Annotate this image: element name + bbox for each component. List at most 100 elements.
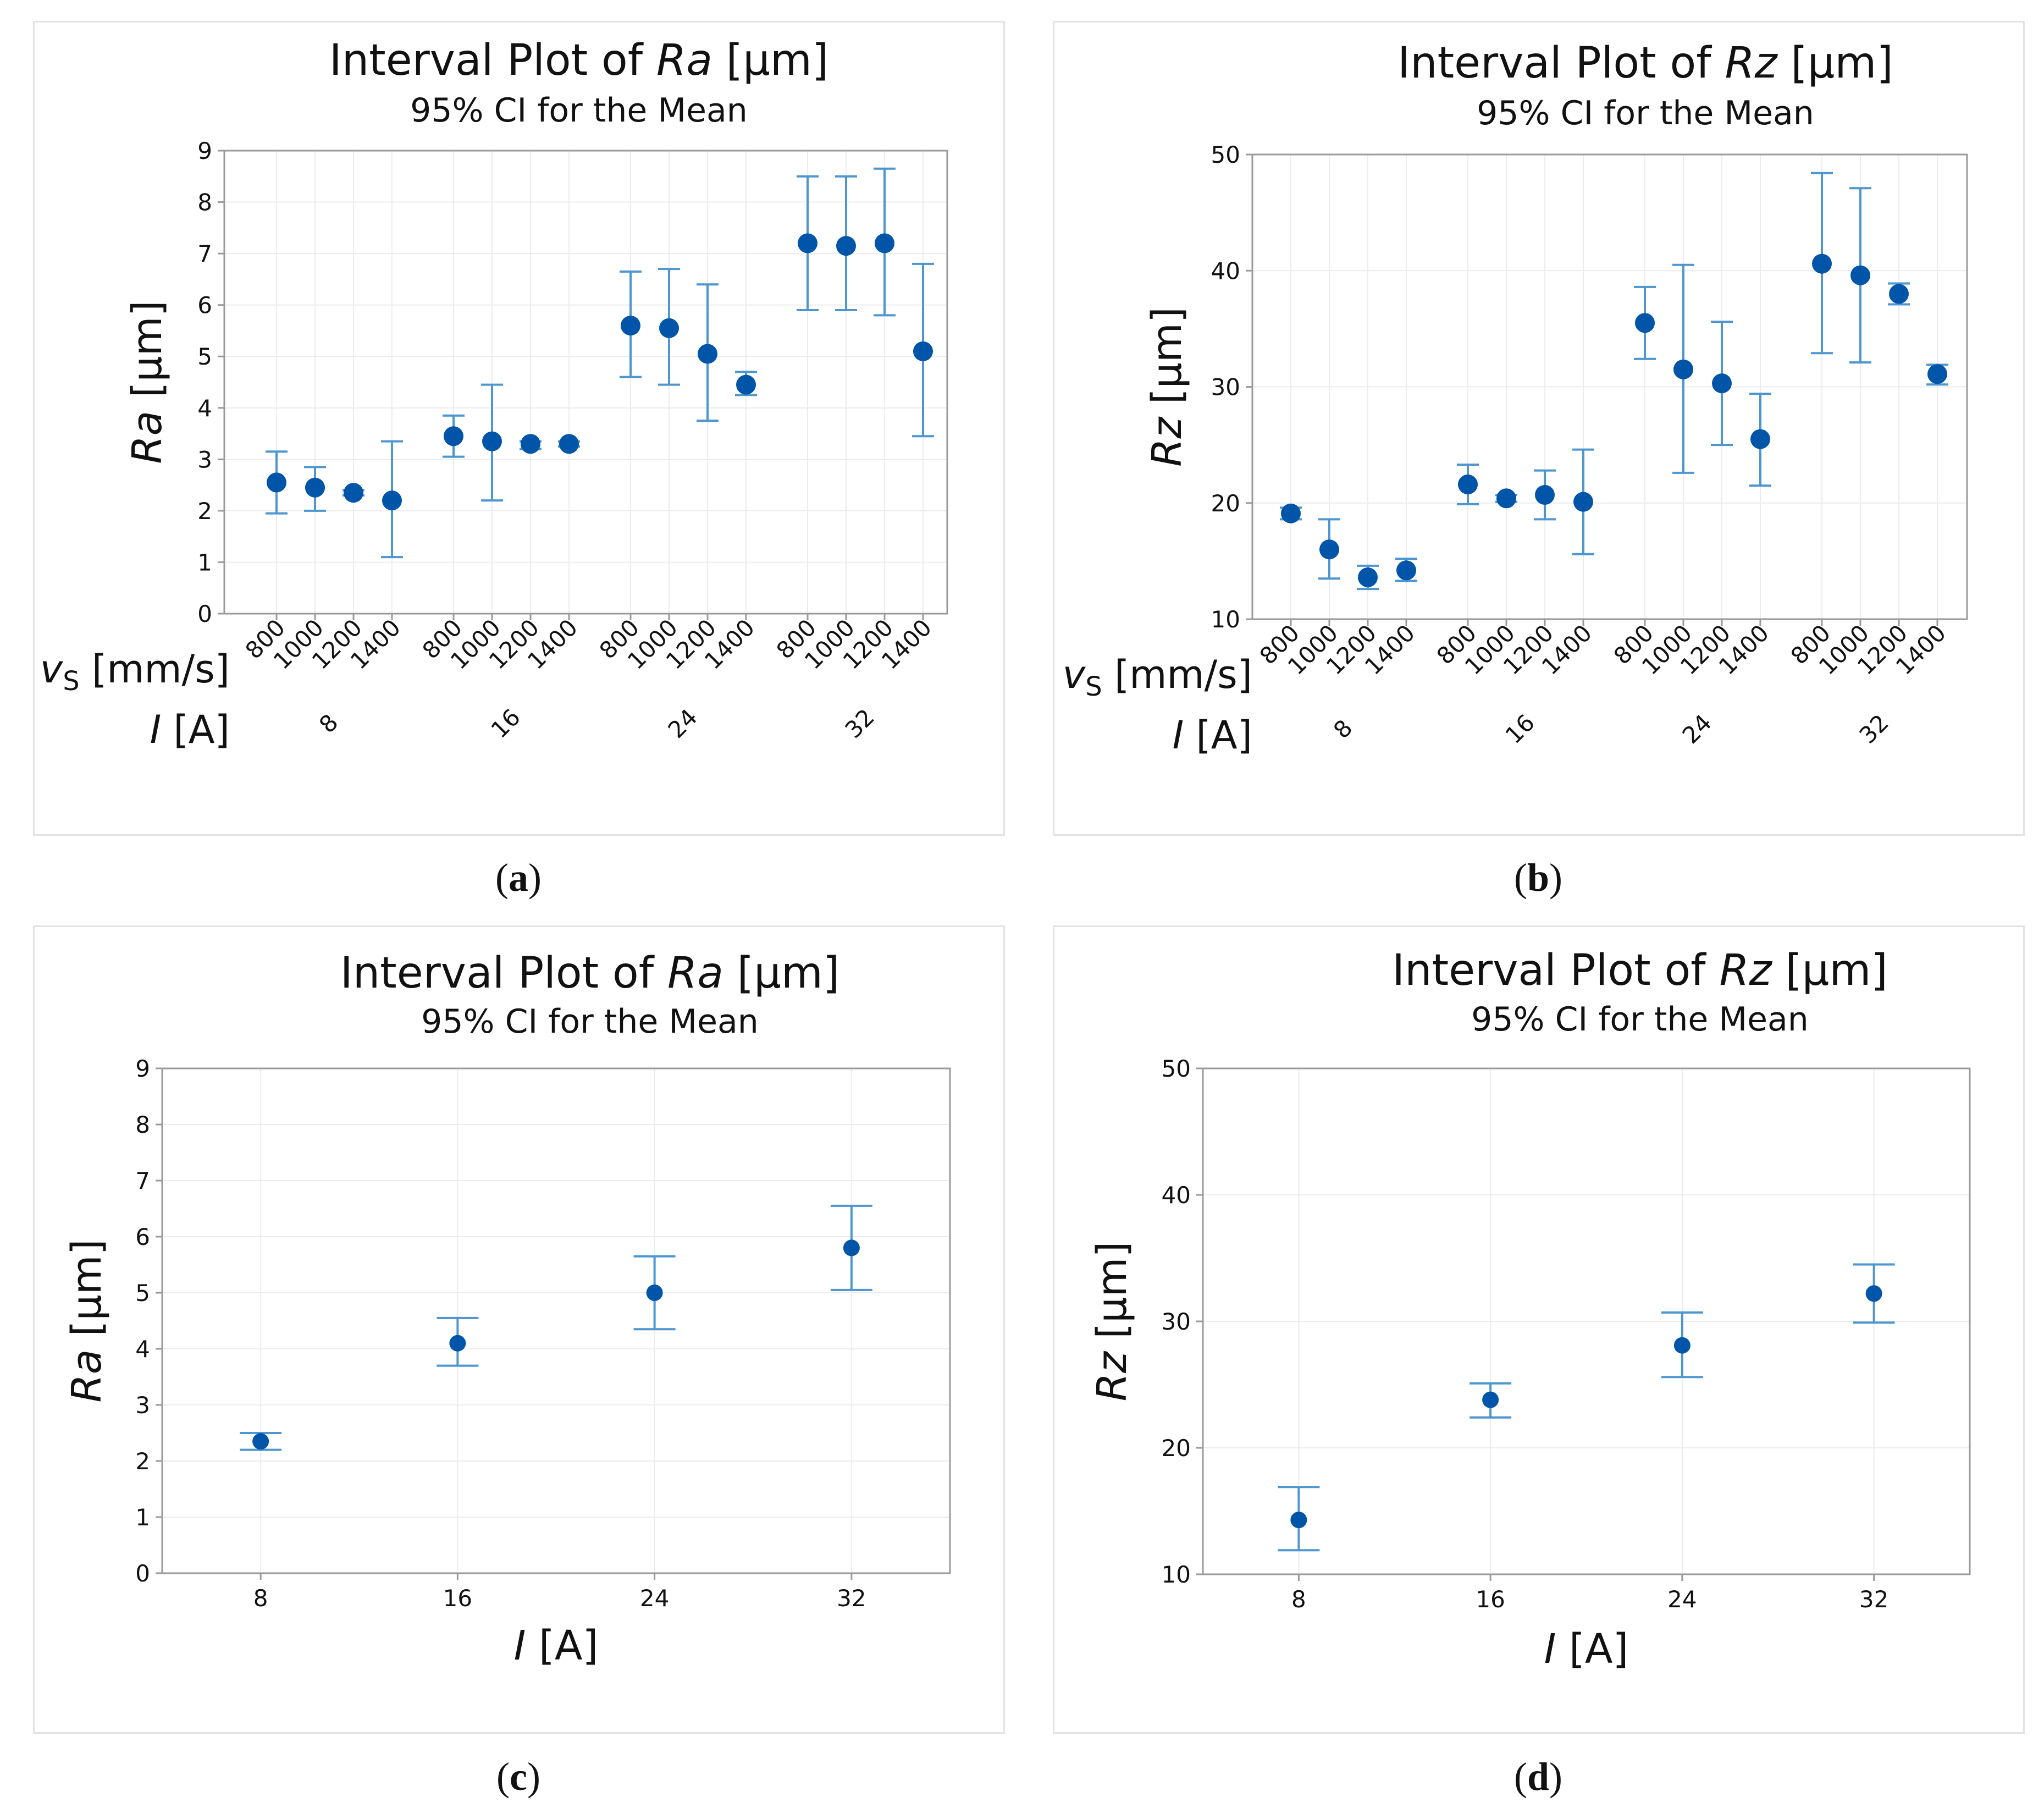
x-axis-label-current-unit: [A] [1184,713,1252,758]
mean-point [646,1285,663,1301]
x-axis-label-speed: vS [mm/s] [40,647,230,697]
chart-title-variable: Rz [1725,38,1778,88]
mean-point [1281,503,1301,523]
mean-point [305,477,325,498]
mean-point [1319,539,1339,560]
mean-point [798,233,817,253]
y-tick-label: 3 [197,446,212,473]
y-tick-label: 20 [1211,490,1240,517]
caption-a-letter: a [509,856,528,900]
y-axis-label-unit: [µm] [1089,1242,1136,1352]
x-tick-label: 24 [1667,1586,1697,1613]
chart-title-variable: Rz [1719,946,1772,995]
caption-a: (a) [495,856,542,900]
y-tick-label: 6 [197,292,212,319]
mean-point [1712,373,1732,394]
x-axis-label-speed: vS [mm/s] [1063,652,1252,702]
x-group-label: 8 [1328,714,1358,744]
y-axis-label-unit: [µm] [1143,307,1191,417]
x-axis-label-unit: [A] [1556,1625,1628,1673]
mean-point [449,1335,466,1352]
chart-panel-c: Interval Plot of Ra [µm] 95% CI for the M… [33,925,1005,1734]
plot-frame [1251,153,1968,620]
mean-point [913,341,933,361]
x-tick-label: 16 [1476,1586,1505,1613]
x-axis-label-current-unit: [A] [161,707,230,752]
mean-point [1458,474,1478,494]
caption-b: (b) [1513,856,1562,900]
x-axis-label-variable: I [1544,1625,1556,1673]
mean-point [482,431,502,451]
y-axis-label-unit: [µm] [124,300,171,410]
chart-title-prefix: Interval Plot of [340,949,667,998]
x-group-label: 32 [1854,709,1894,749]
y-axis-label: Ra [µm] [63,1239,111,1402]
chart-title-unit: [µm] [712,36,828,85]
y-tick-label: 40 [1162,1182,1191,1209]
chart-title-prefix: Interval Plot of [1392,946,1719,995]
x-tick-label: 32 [1859,1586,1888,1613]
plot-frame [1202,1067,1971,1575]
y-tick-label: 9 [197,137,212,164]
mean-point [559,434,579,454]
chart-subtitle: 95% CI for the Mean [421,1002,759,1041]
caption-b-letter: b [1527,856,1550,900]
x-axis-label-speed-subscript: S [1085,671,1102,702]
caption-d: (d) [1513,1755,1562,1799]
x-axis-label-speed-variable: v [1063,652,1086,697]
x-tick-label: 24 [640,1585,669,1612]
y-tick-label: 1 [135,1504,150,1531]
mean-point [382,490,402,511]
mean-point [843,1239,860,1256]
chart-subtitle: 95% CI for the Mean [1471,1000,1809,1039]
mean-point [1812,253,1832,274]
mean-point [1850,265,1870,285]
y-tick-label: 5 [135,1280,150,1307]
chart-title-unit: [µm] [1777,38,1893,88]
x-axis-label-current: I [A] [1173,713,1252,758]
x-axis-label-speed-variable: v [40,647,64,692]
x-axis-label-variable: I [514,1622,526,1669]
mean-point [444,426,463,447]
y-tick-label: 7 [197,240,212,267]
mean-point [836,236,856,256]
x-group-label: 24 [663,704,703,743]
mean-point [1750,429,1770,449]
chart-title-variable: Ra [667,949,723,998]
x-axis-label-current: I [A] [150,707,230,752]
y-tick-label: 50 [1211,141,1240,168]
interval-plot-rz-by-speed-and-current: Interval Plot of Rz [µm] 95% CI for the M… [1063,38,1968,758]
chart-title: Interval Plot of Ra [µm] [329,36,829,85]
x-axis-label-speed-subscript: S [63,666,79,697]
mean-point [1865,1285,1882,1302]
y-tick-label: 30 [1211,374,1240,401]
x-axis-label-current-variable: I [1173,713,1184,758]
chart-title: Interval Plot of Ra [µm] [340,949,840,998]
mean-point [252,1433,269,1450]
chart-title-prefix: Interval Plot of [329,36,656,85]
mean-point [1889,284,1909,304]
y-axis-label-unit: [µm] [63,1239,111,1349]
interval-plot-rz-by-current: Interval Plot of Rz [µm] 95% CI for the M… [1089,946,1971,1673]
mean-point [698,344,717,364]
chart-title-prefix: Interval Plot of [1397,38,1725,88]
mean-point [1496,488,1516,509]
y-tick-label: 20 [1162,1435,1191,1462]
x-axis-label: I [A] [1544,1625,1629,1673]
caption-c-letter: c [510,1755,527,1799]
chart-title-variable: Ra [656,36,712,85]
x-axis-label-speed-unit: [mm/s] [80,647,230,692]
mean-point [1358,567,1378,587]
y-tick-label: 10 [1211,606,1240,633]
mean-point [1635,313,1655,333]
y-tick-label: 7 [135,1167,150,1194]
chart-title-unit: [µm] [1772,946,1888,995]
y-tick-label: 1 [197,549,212,576]
y-tick-label: 2 [197,498,212,525]
y-axis-label-variable: Ra [63,1349,111,1403]
mean-point [267,472,286,493]
chart-title-unit: [µm] [723,949,839,998]
y-tick-label: 40 [1211,257,1240,284]
interval-plot-ra-by-speed-and-current: Interval Plot of Ra [µm] 95% CI for the M… [40,36,948,752]
mean-point [1482,1391,1499,1408]
